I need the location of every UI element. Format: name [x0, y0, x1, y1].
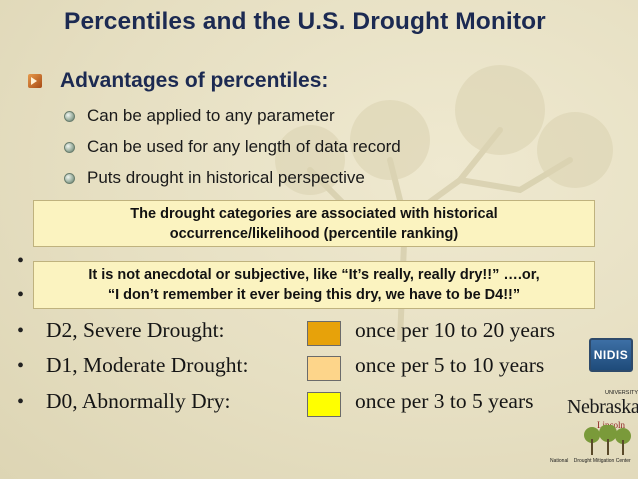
category-frequency: once per 3 to 5 years — [355, 389, 534, 413]
category-color-swatch — [307, 392, 341, 417]
category-label: D1, Moderate Drought: — [46, 353, 249, 377]
arrow-bullet-icon — [28, 74, 42, 88]
ndmc-label-left: National — [550, 458, 569, 464]
category-row-d2: • D2, Severe Drought: once per 10 to 20 … — [0, 318, 638, 348]
category-label: D0, Abnormally Dry: — [46, 389, 231, 413]
category-row-d0: • D0, Abnormally Dry: once per 3 to 5 ye… — [0, 389, 638, 419]
category-color-swatch — [307, 356, 341, 381]
advantages-heading: Advantages of percentiles: — [60, 69, 329, 92]
category-frequency: once per 10 to 20 years — [355, 318, 555, 342]
ndmc-label: National Drought Mitigation Center — [548, 458, 633, 464]
callout-not-anecdotal-line-2: “I don’t remember it ever being this dry… — [107, 287, 521, 303]
partial-bullet: • — [17, 284, 25, 306]
nidis-logo-text: NIDIS — [593, 348, 629, 362]
advantages-row: Advantages of percentiles: — [28, 66, 328, 96]
circle-bullet-icon — [64, 172, 75, 184]
ndmc-tree-icon — [584, 425, 631, 455]
advantage-item: Can be applied to any parameter — [64, 104, 335, 128]
unl-name-text: Nebraska — [567, 396, 638, 418]
circle-bullet-icon — [64, 141, 75, 153]
partial-bullet: • — [17, 250, 25, 272]
bullet: • — [17, 355, 25, 377]
callout-historical-line-2: occurrence/likelihood (percentile rankin… — [169, 226, 459, 242]
category-row-d1: • D1, Moderate Drought: once per 5 to 10… — [0, 353, 638, 383]
nidis-logo: NIDIS — [589, 338, 633, 372]
callout-not-anecdotal: It is not anecdotal or subjective, like … — [33, 261, 595, 309]
advantage-item-text: Can be used for any length of data recor… — [87, 137, 401, 156]
ndmc-label-right: Drought Mitigation Center — [573, 458, 631, 464]
category-frequency: once per 5 to 10 years — [355, 353, 545, 377]
unl-small-text: UNIVERSITY OF — [605, 390, 638, 396]
advantage-item: Puts drought in historical perspective — [64, 166, 365, 190]
bullet: • — [17, 320, 25, 342]
callout-historical-line-1: The drought categories are associated wi… — [130, 206, 498, 222]
category-label: D2, Severe Drought: — [46, 318, 225, 342]
advantage-item-text: Can be applied to any parameter — [87, 106, 335, 125]
slide-title: Percentiles and the U.S. Drought Monitor — [64, 8, 546, 35]
circle-bullet-icon — [64, 110, 75, 122]
advantage-item-text: Puts drought in historical perspective — [87, 168, 365, 187]
callout-not-anecdotal-line-1: It is not anecdotal or subjective, like … — [88, 267, 540, 283]
advantage-item: Can be used for any length of data recor… — [64, 135, 401, 159]
category-color-swatch — [307, 321, 341, 346]
university-of-nebraska-logo: UNIVERSITY OF Nebraska Lincoln — [567, 390, 638, 430]
callout-historical: The drought categories are associated wi… — [33, 200, 595, 247]
bullet: • — [17, 391, 25, 413]
